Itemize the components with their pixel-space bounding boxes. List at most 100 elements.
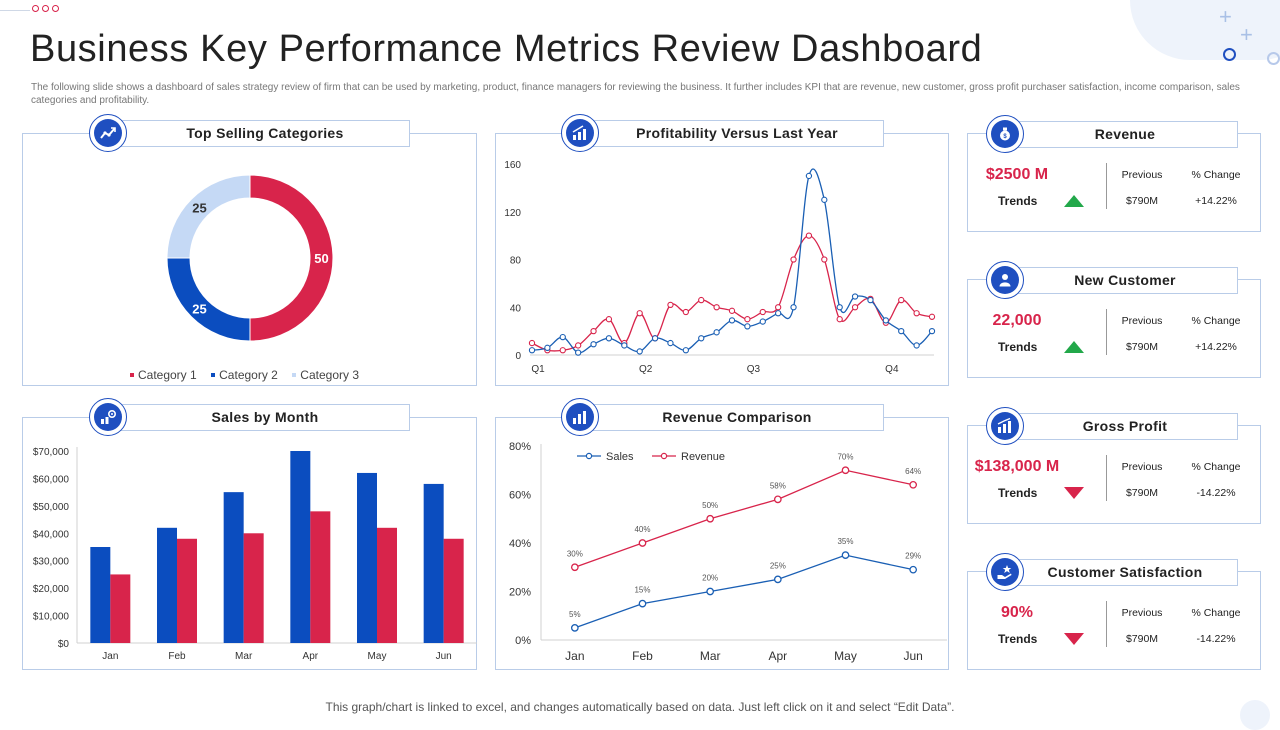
x-tick-label: May (834, 649, 857, 663)
sales-month-badge (89, 398, 127, 436)
y-tick-label: $50,000 (33, 502, 70, 513)
data-point (544, 344, 551, 351)
data-point (605, 316, 613, 323)
data-point (698, 296, 705, 304)
profitability-badge (561, 114, 599, 152)
legend-category-2: Category 2 (211, 368, 278, 382)
donut-data-label: 25 (192, 302, 206, 317)
data-point (928, 327, 936, 335)
kpi-value: $138,000 M (974, 458, 1060, 475)
ring-decor-icon (1267, 52, 1280, 65)
kpi-value: 22,000 (992, 312, 1042, 329)
top-decor-dots (32, 5, 59, 12)
data-point (821, 256, 828, 263)
data-label: 50% (702, 501, 718, 510)
kpi-title: Customer Satisfaction (1012, 559, 1238, 586)
data-label: 5% (569, 610, 581, 619)
data-point (836, 316, 843, 323)
data-point (805, 232, 813, 239)
donut-data-label: 25 (192, 200, 206, 215)
data-point (528, 339, 536, 347)
data-point (898, 327, 905, 335)
data-point (790, 256, 797, 263)
data-point (805, 172, 813, 180)
kpi-previous-value: $790M (1125, 341, 1159, 353)
data-point (570, 563, 579, 572)
data-point (559, 347, 566, 354)
donut-slice-3 (166, 174, 251, 259)
donut-data-label: 50 (314, 251, 328, 266)
y-tick-label: 20% (509, 587, 531, 599)
y-tick-label: 120 (504, 208, 521, 219)
revenue-comparison-panel (495, 417, 949, 670)
legend-label: Revenue (681, 451, 725, 463)
data-point (913, 310, 920, 317)
bar (243, 533, 264, 643)
data-point (713, 304, 720, 311)
top-selling-title: Top Selling Categories (120, 120, 410, 147)
data-point (728, 317, 736, 324)
donut-slice-1 (249, 174, 334, 342)
kpi-trends-label: Trends (998, 194, 1038, 208)
data-point (744, 316, 751, 323)
y-tick-label: $70,000 (33, 447, 70, 458)
data-point (773, 495, 782, 504)
profitability-chart: 0 40 80 120 160 Q1 Q2 Q3 Q4 (504, 160, 936, 375)
trend-chart-icon (100, 127, 116, 139)
kpi-previous-label: Previous (1121, 607, 1163, 619)
x-tick-label: Apr (303, 651, 319, 662)
data-point (775, 310, 782, 317)
x-tick-label: Apr (768, 649, 787, 663)
kpi-value: $2500 M (985, 166, 1049, 183)
x-tick-label: Feb (168, 651, 186, 662)
revenue-comparison-badge (561, 398, 599, 436)
kpi-badge: $ (986, 115, 1024, 153)
data-point (728, 307, 736, 314)
data-label: 64% (905, 467, 921, 476)
data-point (590, 327, 597, 335)
kpi-previous-value: $790M (1125, 195, 1159, 207)
x-tick-label: Jan (102, 651, 118, 662)
kpi-card (967, 133, 1261, 232)
data-label: 25% (770, 561, 786, 570)
plus-decor-icon: + (1219, 4, 1232, 29)
data-point (928, 313, 936, 320)
kpi-previous-value: $790M (1125, 633, 1159, 645)
kpi-title: New Customer (1012, 267, 1238, 294)
kpi-trends-label: Trends (998, 340, 1038, 354)
top-selling-badge (89, 114, 127, 152)
data-point (759, 308, 766, 316)
data-point (575, 349, 582, 356)
legend-marker (660, 452, 668, 460)
y-tick-label: 60% (509, 490, 531, 502)
kpi-badge (986, 553, 1024, 591)
data-point (621, 342, 628, 349)
ring-decor-icon (1223, 48, 1236, 61)
data-point (559, 333, 566, 341)
y-tick-label: $0 (58, 639, 70, 650)
data-point (682, 308, 689, 316)
bar (310, 511, 331, 643)
trend-up-icon (1064, 341, 1084, 353)
x-tick-label: Jun (903, 649, 922, 663)
data-point (713, 329, 720, 336)
kpi-separator (1106, 455, 1107, 501)
x-tick-label: Mar (700, 649, 721, 663)
data-point (851, 293, 859, 300)
y-tick-label: 0% (515, 635, 531, 647)
x-tick-label: Jan (565, 649, 584, 663)
y-tick-label: $40,000 (33, 529, 70, 540)
user-icon (999, 274, 1011, 287)
y-tick-label: $60,000 (33, 474, 70, 485)
svg-text:$: $ (1003, 134, 1007, 140)
data-point (698, 335, 705, 342)
data-point (909, 565, 918, 574)
trend-down-icon (1064, 487, 1084, 499)
data-point (590, 341, 597, 348)
kpi-previous-value: $790M (1125, 487, 1159, 499)
corner-decor-blob (1130, 0, 1280, 60)
kpi-title: Gross Profit (1012, 413, 1238, 440)
data-label: 58% (770, 481, 786, 490)
data-point (841, 466, 850, 475)
data-point (790, 304, 797, 311)
